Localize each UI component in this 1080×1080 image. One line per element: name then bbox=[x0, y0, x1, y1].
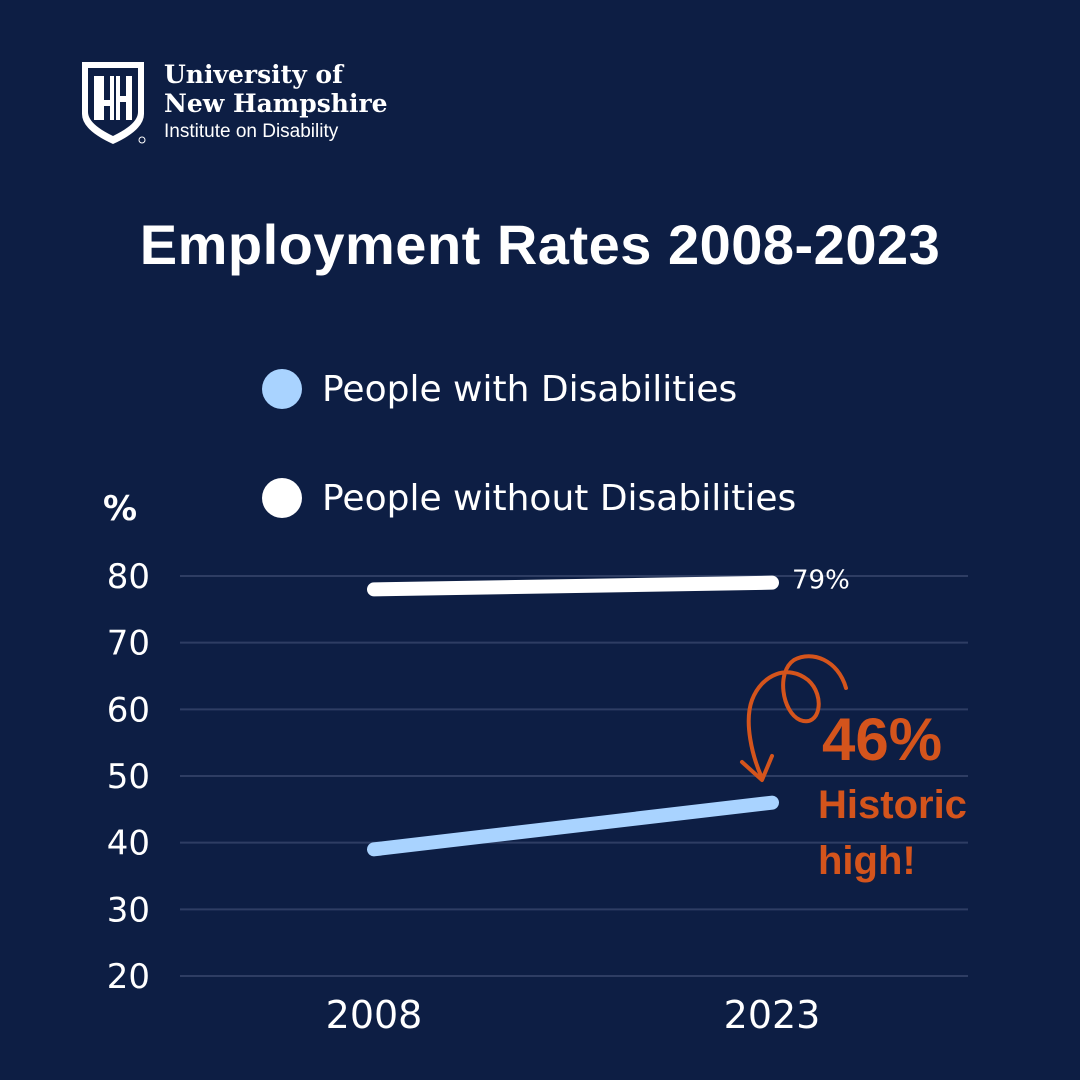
series-lines bbox=[367, 575, 779, 857]
y-tick-50: 50 bbox=[107, 757, 150, 797]
annotation-value: 46% bbox=[822, 706, 942, 773]
y-axis-label: % bbox=[103, 489, 137, 529]
historic-high-annotation: 46% Historic high! bbox=[740, 654, 967, 883]
annotation-line1: Historic bbox=[818, 783, 967, 827]
logo-university: University of bbox=[164, 60, 343, 89]
chart-title: Employment Rates 2008-2023 bbox=[139, 213, 941, 276]
y-tick-labels: 80 70 60 50 40 30 20 bbox=[107, 557, 150, 997]
series-line-without-disabilities bbox=[367, 575, 779, 597]
legend-item-with-disabilities: People with Disabilities bbox=[262, 366, 737, 412]
legend-dot-without-disabilities bbox=[262, 478, 302, 518]
data-label-without-2023: 79% bbox=[792, 566, 850, 596]
logo-new-hampshire: New Hampshire bbox=[164, 89, 388, 118]
curly-arrow-icon bbox=[746, 654, 848, 780]
y-tick-70: 70 bbox=[107, 624, 150, 664]
y-tick-60: 60 bbox=[107, 690, 150, 730]
legend-dot-with-disabilities bbox=[262, 369, 302, 409]
y-tick-20: 20 bbox=[107, 957, 150, 997]
legend-item-without-disabilities: People without Disabilities bbox=[262, 475, 796, 521]
logo-institute: Institute on Disability bbox=[164, 121, 339, 142]
gridlines bbox=[180, 575, 968, 977]
arrowhead-icon bbox=[740, 754, 774, 782]
series-line-with-disabilities bbox=[367, 795, 779, 857]
y-tick-40: 40 bbox=[107, 824, 150, 864]
unh-shield-icon bbox=[82, 62, 146, 144]
x-tick-2008: 2008 bbox=[326, 993, 423, 1037]
annotation-line2: high! bbox=[818, 839, 916, 883]
y-tick-80: 80 bbox=[107, 557, 150, 597]
x-tick-labels: 2008 2023 bbox=[326, 993, 821, 1037]
legend-label-without-disabilities: People without Disabilities bbox=[322, 477, 797, 519]
unh-logo: University of New Hampshire Institute on… bbox=[80, 60, 420, 152]
x-tick-2023: 2023 bbox=[724, 993, 821, 1037]
y-tick-30: 30 bbox=[107, 890, 150, 930]
legend-label-with-disabilities: People with Disabilities bbox=[322, 368, 738, 410]
